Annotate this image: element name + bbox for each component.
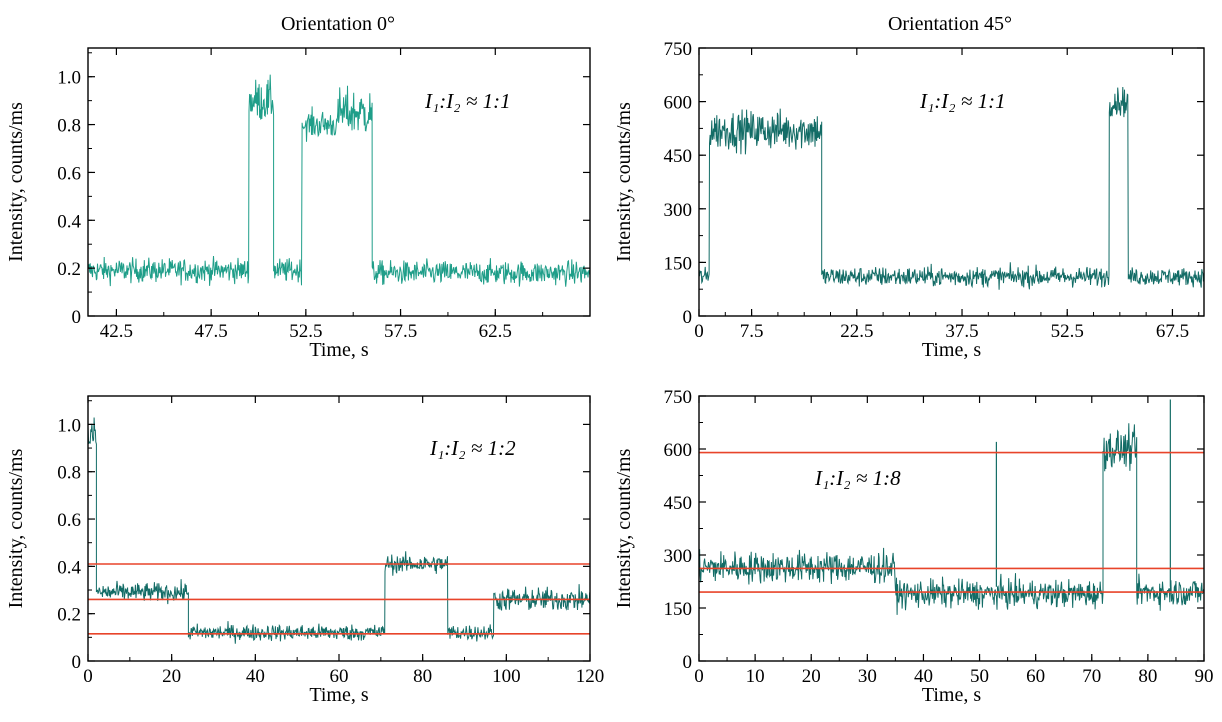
- data-trace: [698, 423, 1205, 615]
- x-tick-label: 57.5: [384, 321, 417, 342]
- x-tick-label: 52.5: [289, 321, 322, 342]
- x-tick-label: 62.5: [479, 321, 512, 342]
- y-tick-label: 0.4: [57, 557, 81, 578]
- y-tick-label: 150: [664, 599, 693, 620]
- x-tick-label: 37.5: [945, 321, 978, 342]
- x-tick-label: 40: [914, 666, 933, 687]
- y-tick-label: 150: [664, 253, 693, 274]
- x-tick-label: 60: [1026, 666, 1045, 687]
- data-trace: [87, 74, 591, 287]
- y-axis-label: Intensity, counts/ms: [613, 102, 635, 262]
- panel-b-chart: 0 7.5 22.5 37.5 52.5 67.5 0 150 300 450 600 750 Time…: [613, 39, 1205, 361]
- x-axis-label: Time, s: [309, 684, 369, 706]
- y-tick-label: 0.6: [57, 163, 81, 184]
- column-title-right: Orientation 45°: [888, 13, 1012, 35]
- x-tick-label: 0: [83, 666, 93, 687]
- y-tick-label: 0.8: [57, 116, 81, 137]
- x-axis-label: Time, s: [922, 339, 982, 361]
- x-tick-label: 20: [162, 666, 181, 687]
- y-axis-label: Intensity, counts/ms: [613, 448, 635, 608]
- x-axis-label: Time, s: [922, 684, 982, 706]
- y-tick-label: 0.2: [57, 259, 81, 280]
- y-tick-label: 0: [72, 652, 82, 673]
- x-tick-label: 40: [246, 666, 265, 687]
- x-tick-label: 42.5: [100, 321, 133, 342]
- y-tick-label: 0: [683, 307, 693, 328]
- x-tick-label: 50: [970, 666, 989, 687]
- y-tick-label: 0.2: [57, 605, 81, 626]
- x-tick-label: 7.5: [740, 321, 764, 342]
- x-tick-label: 60: [330, 666, 349, 687]
- panel-d-chart: 0 10 20 30 40 50 60 70 80 90 0 150 300 450 600 750 Time,…: [613, 387, 1214, 706]
- y-tick-label: 0: [683, 652, 693, 673]
- column-title-left: Orientation 0°: [281, 13, 395, 35]
- x-tick-label: 90: [1195, 666, 1214, 687]
- y-tick-label: 600: [664, 93, 693, 114]
- y-tick-label: 300: [664, 546, 693, 567]
- y-tick-label: 0.6: [57, 510, 81, 531]
- x-tick-label: 30: [858, 666, 877, 687]
- y-tick-label: 750: [664, 387, 693, 408]
- x-tick-label: 0: [694, 321, 704, 342]
- x-tick-label: 67.5: [1156, 321, 1189, 342]
- plot-frame: [87, 47, 591, 317]
- y-tick-label: 1.0: [57, 68, 81, 89]
- x-tick-label: 100: [492, 666, 521, 687]
- y-tick-label: 450: [664, 493, 693, 514]
- x-tick-label: 80: [1138, 666, 1157, 687]
- ratio-annotation: I₁:I₂ ≈ 1:1: [424, 89, 511, 113]
- y-axis-label: Intensity, counts/ms: [5, 102, 27, 262]
- y-axis-label: Intensity, counts/ms: [5, 448, 27, 608]
- x-tick-label: 80: [413, 666, 432, 687]
- x-tick-label: 70: [1082, 666, 1101, 687]
- ratio-annotation: I₁:I₂ ≈ 1:8: [814, 466, 901, 490]
- x-tick-label: 22.5: [840, 321, 873, 342]
- y-tick-label: 0: [72, 307, 82, 328]
- data-trace: [698, 86, 1205, 290]
- y-tick-label: 0.8: [57, 463, 81, 484]
- x-tick-label: 10: [746, 666, 765, 687]
- y-tick-label: 600: [664, 440, 693, 461]
- y-tick-label: 1.0: [57, 415, 81, 436]
- panel-c-chart: 0 20 40 60 80 100 120 0 0.2 0.4 0.6 0.8 1.0 Time, s In…: [5, 395, 605, 706]
- ratio-annotation: I₁:I₂ ≈ 1:1: [919, 89, 1006, 113]
- data-trace: [87, 417, 591, 644]
- x-tick-label: 47.5: [195, 321, 228, 342]
- ratio-annotation: I₁:I₂ ≈ 1:2: [429, 436, 516, 460]
- y-tick-label: 450: [664, 146, 693, 167]
- y-tick-label: 750: [664, 39, 693, 60]
- x-axis-label: Time, s: [309, 339, 369, 361]
- x-tick-label: 0: [694, 666, 704, 687]
- x-tick-label: 20: [802, 666, 821, 687]
- x-tick-label: 52.5: [1051, 321, 1084, 342]
- y-tick-label: 300: [664, 200, 693, 221]
- x-tick-label: 120: [576, 666, 605, 687]
- panel-a-chart: 42.5 47.5 52.5 57.5 62.5 0 0.2 0.4 0.6 0.8 1.0 Time…: [5, 47, 591, 361]
- y-tick-label: 0.4: [57, 211, 81, 232]
